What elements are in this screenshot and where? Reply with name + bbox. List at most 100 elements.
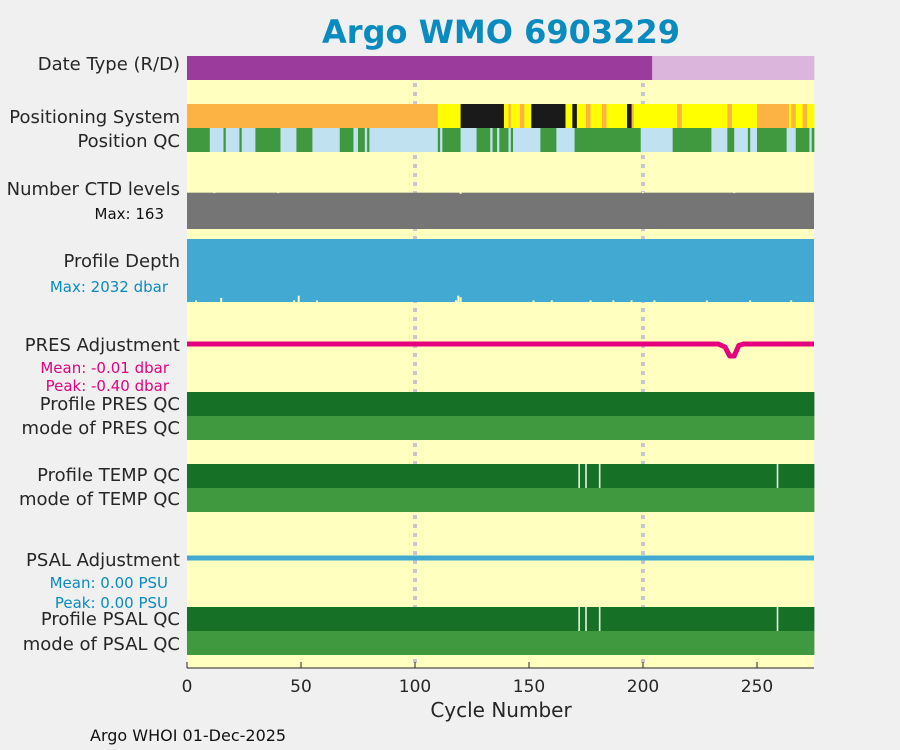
position_qc-segment-19: [460, 128, 477, 152]
positioning-segment-24: [788, 104, 792, 128]
position_qc-segment-28: [540, 128, 557, 152]
ctd-dip-0: [213, 192, 216, 194]
ctd-dip-4: [733, 192, 736, 194]
position_qc-segment-30: [574, 128, 642, 152]
position_qc-segment-4: [239, 128, 243, 152]
positioning-segment-11: [576, 104, 587, 128]
positioning-segment-17: [631, 104, 635, 128]
positioning-segment-10: [572, 104, 578, 128]
profile_psal_qc-segment-0: [187, 607, 815, 631]
positioning-segment-1: [437, 104, 461, 128]
position_qc-segment-42: [811, 128, 815, 152]
profile_temp_qc-tick-0: [578, 464, 580, 488]
ctd-max-note: Max: 163: [95, 205, 164, 223]
x-tick-label-150: 150: [513, 677, 545, 697]
depth-dip-2: [293, 300, 296, 303]
position_qc-segment-23: [497, 128, 500, 152]
positioning-segment-3: [503, 104, 509, 128]
position_qc-segment-10: [339, 128, 354, 152]
label-mode-temp-qc: mode of TEMP QC: [19, 489, 180, 510]
x-tick-label-50: 50: [290, 677, 312, 697]
position_qc-segment-37: [750, 128, 758, 152]
positioning-segment-7: [524, 104, 532, 128]
position_qc-segment-22: [492, 128, 498, 152]
x-axis-label: Cycle Number: [430, 698, 572, 722]
position_qc-segment-34: [727, 128, 735, 152]
x-tick-label-200: 200: [627, 677, 659, 697]
profile_psal_qc-tick-3: [776, 607, 779, 631]
depth-dip-9: [550, 300, 553, 303]
positioning-segment-15: [606, 104, 628, 128]
label-profile-temp-qc: Profile TEMP QC: [37, 465, 180, 486]
positioning-segment-22: [731, 104, 758, 128]
position_qc-segment-1: [209, 128, 224, 152]
depth-dip-0: [195, 300, 198, 303]
x-axis-ticks: 0 50 100 150 200 250: [182, 662, 773, 697]
positioning-segment-20: [681, 104, 728, 128]
profile_psal_qc-tick-1: [585, 607, 587, 631]
label-psal-adjustment: PSAL Adjustment: [26, 550, 180, 571]
positioning-segment-8: [531, 104, 566, 128]
positioning-segment-2: [460, 104, 505, 128]
depth-dip-5: [455, 300, 458, 303]
grid: [413, 56, 645, 668]
mode_pres_qc-segment-0: [187, 416, 815, 440]
label-pres-adjustment: PRES Adjustment: [25, 335, 180, 356]
label-position-qc: Position QC: [77, 131, 180, 152]
positioning-segment-6: [519, 104, 525, 128]
positioning-segment-18: [633, 104, 678, 128]
position_qc-segment-15: [369, 128, 439, 152]
positioning-segment-26: [795, 104, 803, 128]
position_qc-segment-14: [367, 128, 370, 152]
ctd-dip-1: [277, 192, 280, 194]
position_qc-segment-32: [672, 128, 712, 152]
position_qc-segment-35: [734, 128, 749, 152]
position_qc-segment-18: [442, 128, 461, 152]
position_qc-segment-36: [747, 128, 751, 152]
psal-mean-note: Mean: 0.00 PSU: [50, 574, 168, 592]
pres-mean-note: Mean: -0.01 dbar: [40, 359, 170, 377]
depth-dip-13: [653, 300, 656, 303]
ctd-dip-3: [642, 192, 644, 194]
mode_temp_qc-segment-0: [187, 488, 815, 512]
position_qc-segment-39: [786, 128, 797, 152]
profile_psal_qc-tick-2: [598, 607, 601, 631]
overlay-lines: [187, 341, 814, 561]
position_qc-segment-3: [225, 128, 240, 152]
profile_temp_qc-tick-2: [598, 464, 601, 488]
depth-dip-12: [630, 300, 633, 303]
position_qc-segment-20: [476, 128, 491, 152]
position_qc-segment-29: [556, 128, 575, 152]
positioning-segment-16: [627, 104, 632, 128]
date_type-segment-0: [187, 56, 653, 80]
position_qc-segment-6: [255, 128, 281, 152]
position_qc-segment-24: [499, 128, 509, 152]
position_qc-segment-5: [241, 128, 256, 152]
ctd-dip-2: [459, 192, 462, 194]
label-mode-psal-qc: mode of PSAL QC: [23, 634, 180, 655]
x-tick-label-250: 250: [741, 677, 773, 697]
position_qc-segment-2: [223, 128, 227, 152]
label-profile-pres-qc: Profile PRES QC: [40, 394, 180, 415]
depth-dip-1: [220, 297, 223, 303]
depth-dip-11: [612, 300, 615, 303]
positioning-segment-12: [586, 104, 591, 128]
positioning-segment-19: [677, 104, 683, 128]
depth-dip-15: [749, 300, 752, 303]
positioning-segment-9: [565, 104, 573, 128]
position_qc-segment-7: [280, 128, 297, 152]
position_qc-segment-11: [353, 128, 359, 152]
pres-peak-note: Peak: -0.40 dbar: [46, 377, 170, 395]
label-date-type: Date Type (R/D): [38, 54, 180, 75]
depth-dip-14: [705, 300, 708, 303]
profile_temp_qc-tick-1: [585, 464, 587, 488]
position_qc-segment-26: [510, 128, 514, 152]
depth-dip-7: [459, 297, 462, 303]
profile_psal_qc-tick-0: [578, 607, 580, 631]
depth-dip-16: [790, 300, 793, 303]
positioning-segment-25: [791, 104, 797, 128]
position_qc-segment-16: [437, 128, 441, 152]
position_qc-segment-0: [187, 128, 211, 152]
plot-area: [187, 56, 814, 668]
positioning-segment-5: [510, 104, 521, 128]
